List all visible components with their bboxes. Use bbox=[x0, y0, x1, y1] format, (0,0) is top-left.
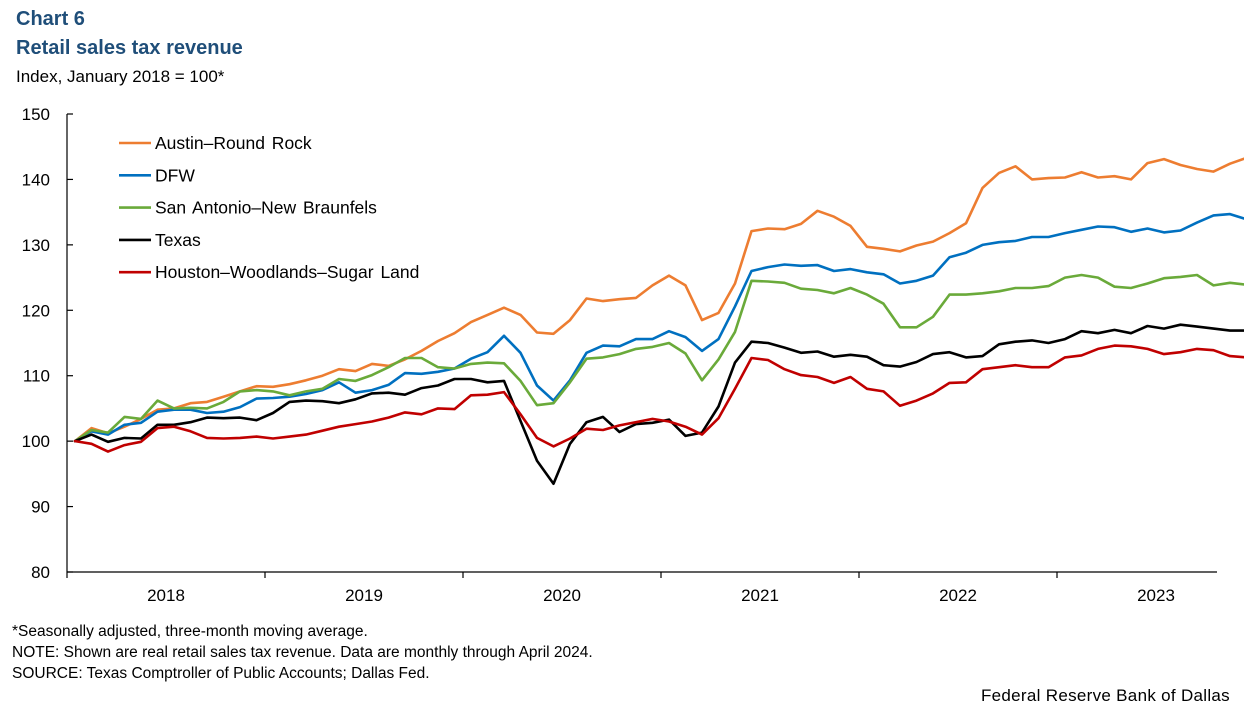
legend: Austin–Round Rock DFW San Antonio–New Brau… bbox=[119, 133, 419, 282]
source-text: SOURCE: Texas Comptroller of Public Acco… bbox=[12, 665, 430, 682]
x-tick-label: 2018 bbox=[147, 586, 185, 605]
y-tick-label: 80 bbox=[31, 563, 50, 582]
series-lines bbox=[73, 157, 1244, 486]
credit-text: Federal Reserve Bank of Dallas bbox=[980, 686, 1230, 705]
x-tick-label: 2020 bbox=[543, 586, 581, 605]
x-axis: 2018201920202021202220232024 bbox=[66, 571, 1217, 605]
series-line-4 bbox=[73, 344, 1244, 453]
chart-subtitle: Index, January 2018 = 100* bbox=[16, 67, 225, 86]
y-tick-label: 120 bbox=[22, 301, 50, 320]
note-text: NOTE: Shown are real retail sales tax re… bbox=[12, 644, 593, 661]
y-tick-label: 150 bbox=[22, 105, 50, 124]
x-tick-label: 2019 bbox=[345, 586, 383, 605]
y-tick-label: 100 bbox=[22, 432, 50, 451]
series-line-2 bbox=[73, 273, 1244, 443]
x-tick-label: 2022 bbox=[939, 586, 977, 605]
y-tick-label: 130 bbox=[22, 236, 50, 255]
x-tick-label: 2023 bbox=[1137, 586, 1175, 605]
legend-label: Texas bbox=[155, 230, 201, 250]
legend-label: Austin–Round Rock bbox=[155, 133, 312, 153]
legend-label: Houston–Woodlands–Sugar Land bbox=[155, 262, 419, 282]
series-line-3 bbox=[73, 323, 1244, 486]
footnote: *Seasonally adjusted, three-month moving… bbox=[12, 623, 368, 640]
legend-label: DFW bbox=[155, 165, 195, 185]
y-tick-label: 110 bbox=[23, 367, 50, 386]
series-line-0 bbox=[73, 157, 1244, 443]
y-tick-label: 90 bbox=[31, 498, 50, 517]
chart-number: Chart 6 bbox=[16, 8, 85, 30]
series-line-1 bbox=[73, 212, 1244, 443]
chart-title: Retail sales tax revenue bbox=[16, 37, 243, 59]
y-tick-label: 140 bbox=[22, 170, 50, 189]
y-axis: 80 90 100 110 120 130 140 150 bbox=[22, 105, 73, 582]
x-tick-label: 2021 bbox=[741, 586, 779, 605]
legend-label: San Antonio–New Braunfels bbox=[155, 198, 377, 218]
